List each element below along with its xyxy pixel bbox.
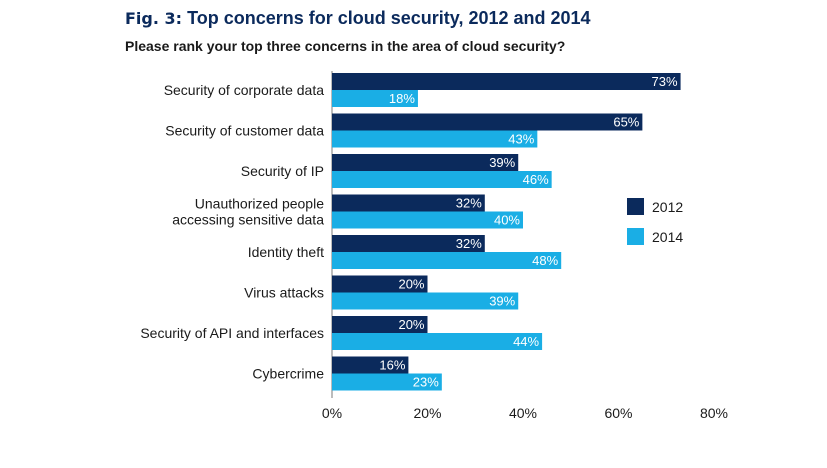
category-label: Unauthorized people xyxy=(195,196,324,212)
data-label-2014-6: 39% xyxy=(489,294,515,309)
x-tick-label: 0% xyxy=(322,405,342,421)
legend-label-2014: 2014 xyxy=(652,229,683,245)
legend-swatch-2012 xyxy=(627,198,644,215)
chart-title-text: Top concerns for cloud security, 2012 an… xyxy=(187,8,591,28)
data-label-2014-4: 40% xyxy=(494,213,520,228)
category-label: Identity theft xyxy=(248,244,324,260)
data-label-2014-5: 48% xyxy=(532,253,558,268)
bar-2012-4 xyxy=(332,194,485,212)
bar-2014-2 xyxy=(332,130,538,148)
category-label: Cybercrime xyxy=(252,366,324,382)
legend-swatch-2014 xyxy=(627,228,644,245)
data-label-2012-5: 32% xyxy=(456,236,482,251)
data-label-2012-6: 20% xyxy=(398,277,424,292)
category-label: Security of corporate data xyxy=(164,82,325,98)
bar-2014-8 xyxy=(332,373,442,391)
bar-2014-3 xyxy=(332,171,552,188)
x-tick-label: 40% xyxy=(509,405,537,421)
data-label-2012-7: 20% xyxy=(398,317,424,332)
chart-subtitle: Please rank your top three concerns in t… xyxy=(125,38,566,54)
x-tick-label: 20% xyxy=(413,405,441,421)
bar-2012-7 xyxy=(332,316,428,333)
bar-2014-5 xyxy=(332,252,562,269)
chart-title: Fig. 3: Top concerns for cloud security,… xyxy=(125,8,591,29)
data-label-2012-8: 16% xyxy=(379,358,405,373)
category-label: Security of IP xyxy=(241,163,324,179)
data-label-2012-4: 32% xyxy=(456,196,482,211)
bar-2012-3 xyxy=(332,154,519,171)
data-label-2014-1: 18% xyxy=(389,91,415,106)
data-label-2014-8: 23% xyxy=(413,375,439,390)
category-label: Security of customer data xyxy=(165,123,324,139)
legend-label-2012: 2012 xyxy=(652,199,683,215)
data-label-2012-3: 39% xyxy=(489,155,515,170)
data-label-2014-7: 44% xyxy=(513,334,539,349)
category-label: accessing sensitive data xyxy=(172,212,324,228)
bar-2014-7 xyxy=(332,333,543,350)
category-label: Virus attacks xyxy=(244,285,324,301)
bar-2014-6 xyxy=(332,292,519,310)
bar-2014-1 xyxy=(332,90,418,107)
data-label-2012-1: 73% xyxy=(652,74,678,89)
figure-label: Fig. 3: xyxy=(125,9,183,28)
bar-2012-6 xyxy=(332,275,428,293)
x-tick-label: 80% xyxy=(700,405,728,421)
bar-2012-8 xyxy=(332,356,409,374)
bar-2012-2 xyxy=(332,113,643,131)
x-tick-label: 60% xyxy=(604,405,632,421)
bar-2014-4 xyxy=(332,211,523,229)
data-label-2012-2: 65% xyxy=(613,115,639,130)
category-label: Security of API and interfaces xyxy=(140,325,324,341)
data-label-2014-3: 46% xyxy=(523,172,549,187)
data-label-2014-2: 43% xyxy=(508,132,534,147)
bar-2012-5 xyxy=(332,235,485,252)
bar-2012-1 xyxy=(332,73,681,90)
